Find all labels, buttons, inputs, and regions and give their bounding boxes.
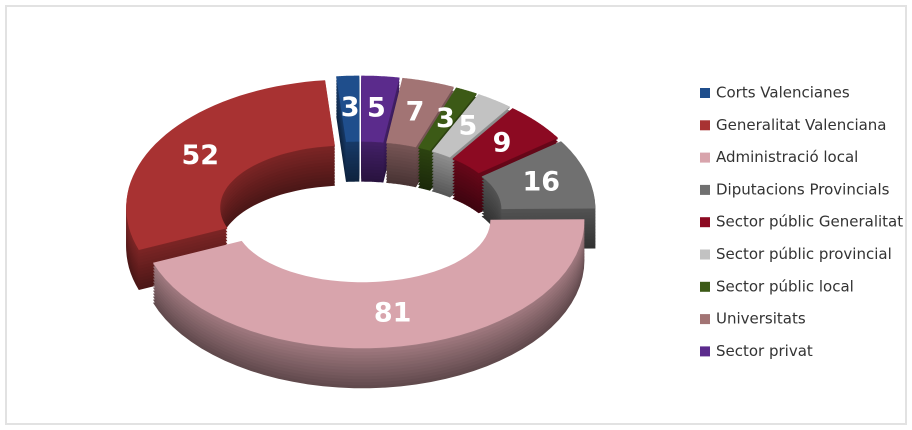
segment — [418, 87, 477, 151]
data-label: 3 — [436, 103, 455, 134]
legend-label: Diputacions Provincials — [716, 180, 890, 198]
data-label: 16 — [523, 166, 561, 197]
data-label: 5 — [458, 111, 477, 142]
legend-swatch — [700, 281, 710, 292]
legend-swatch — [700, 249, 710, 260]
segment — [386, 77, 454, 148]
legend-swatch — [700, 184, 710, 195]
segment — [126, 80, 335, 250]
legend-swatch — [700, 217, 710, 228]
legend-label: Sector públic provincial — [716, 245, 892, 263]
legend-label: Sector públic Generalitat — [716, 213, 903, 231]
legend-swatch — [700, 314, 710, 325]
legend-label: Corts Valencianes — [716, 84, 850, 102]
legend-swatch — [700, 346, 710, 357]
legend-label: Administració local — [716, 148, 858, 166]
segment — [361, 75, 400, 143]
legend-swatch — [700, 152, 710, 163]
data-label: 7 — [406, 97, 425, 128]
legend-label: Sector públic local — [716, 277, 854, 295]
legend: Corts Valencianes Generalitat Valenciana A… — [700, 84, 903, 360]
segment — [153, 219, 585, 349]
data-label: 9 — [493, 127, 512, 158]
segment — [452, 108, 559, 174]
data-label: 52 — [181, 140, 219, 171]
legend-swatch — [700, 120, 710, 131]
data-label: 5 — [367, 92, 386, 123]
segment — [481, 141, 596, 210]
data-label: 3 — [341, 92, 360, 123]
data-label: 81 — [374, 297, 412, 328]
legend-swatch — [700, 88, 710, 98]
legend-label: Sector privat — [716, 342, 813, 360]
legend-label: Universitats — [716, 310, 806, 328]
segment — [336, 75, 360, 142]
segment — [431, 94, 510, 158]
legend-label: Generalitat Valenciana — [716, 116, 887, 134]
